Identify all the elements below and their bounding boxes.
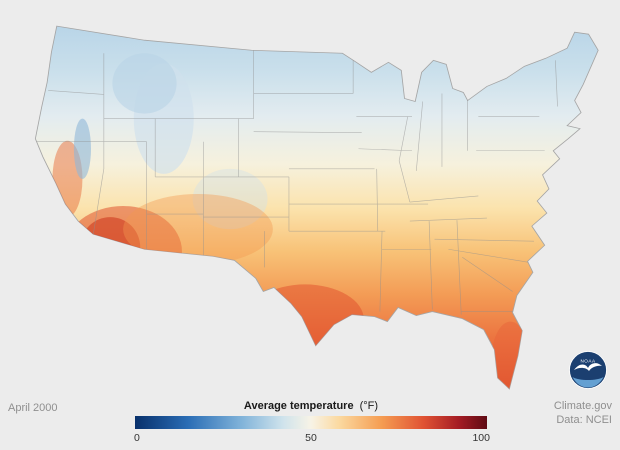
state-borders bbox=[35, 50, 558, 315]
map-group bbox=[34, 25, 599, 390]
legend-title: Average temperature (°F) bbox=[135, 400, 487, 412]
colorbar-tick-labels: 0 50 100 bbox=[134, 432, 490, 445]
source-credits: Climate.gov Data: NCEI bbox=[554, 399, 612, 427]
credit-site: Climate.gov bbox=[553, 400, 612, 412]
date-label: April 2000 bbox=[8, 402, 58, 414]
tick-label-0: 0 bbox=[134, 432, 140, 444]
legend-units: (°F) bbox=[359, 400, 379, 412]
tick-label-100: 100 bbox=[472, 432, 490, 444]
noaa-logo-text: NOAA bbox=[580, 359, 595, 364]
noaa-logo-icon: NOAA bbox=[569, 351, 607, 389]
noaa-bird-shape bbox=[574, 363, 602, 371]
legend-title-text: Average temperature bbox=[243, 400, 354, 412]
temperature-legend: Average temperature (°F) 0 50 100 bbox=[134, 400, 490, 445]
temperature-colorbar bbox=[135, 416, 487, 429]
tick-label-50: 50 bbox=[305, 432, 317, 444]
noaa-wave-shape bbox=[572, 377, 604, 388]
credit-data: Data: NCEI bbox=[556, 414, 612, 427]
